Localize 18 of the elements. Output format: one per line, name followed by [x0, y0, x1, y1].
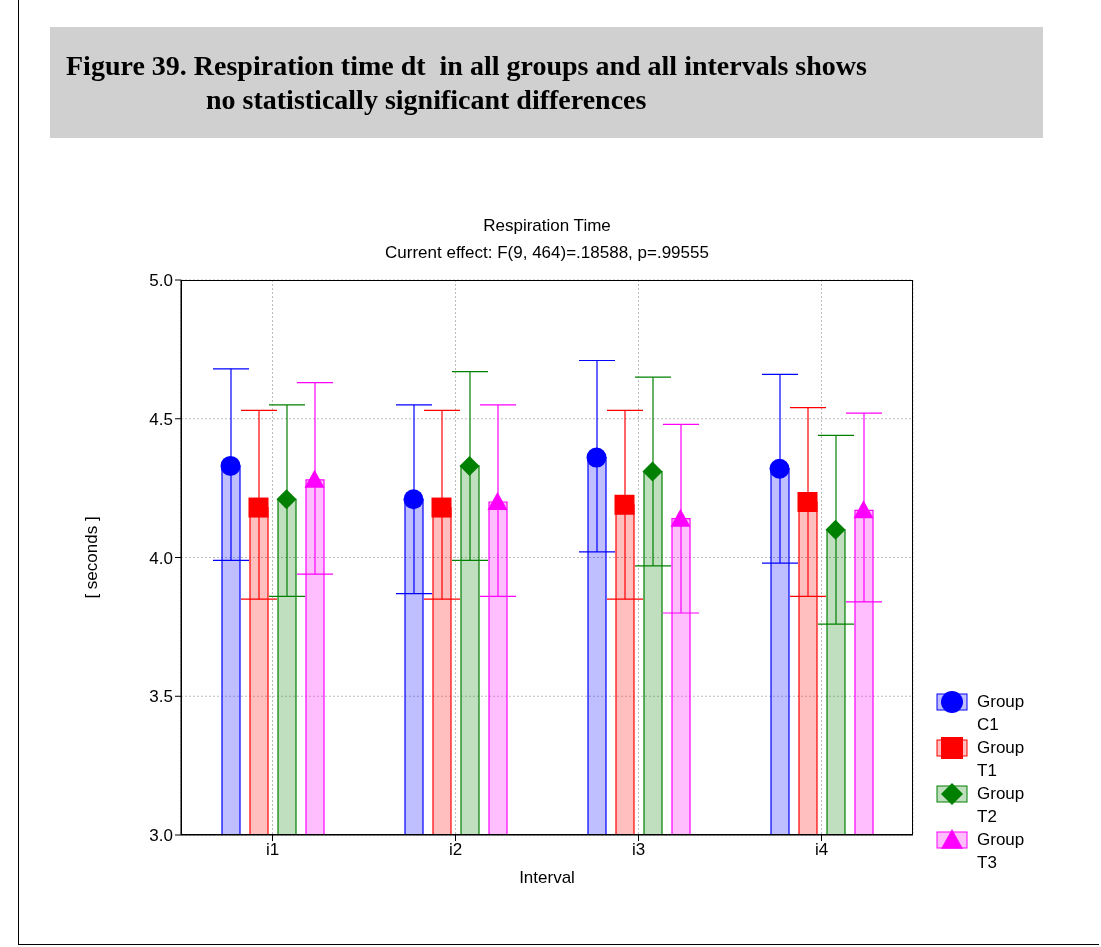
y-tick-label: 4.5 [149, 409, 173, 429]
y-tick-label: 5.0 [149, 271, 173, 291]
x-tick-label: i1 [265, 840, 280, 860]
chart-subtitle: Respiration Time [482, 215, 612, 237]
legend-label: Group C1 [977, 691, 1026, 736]
text: Current effect: F(9, 464)=.18588, p=.99555 [384, 242, 710, 264]
y-tick-label: 3.5 [149, 687, 173, 707]
chart-title: Figure 39. Respiration time dt in all groups and all intervals shows no statistically significant differences [66, 49, 868, 117]
y-tick-label: 4.0 [149, 548, 173, 568]
legend-label: Group T3 [977, 829, 1026, 874]
y-axis-title: [ seconds ] [82, 516, 102, 599]
x-tick-label: i4 [814, 840, 829, 860]
x-tick-label: i2 [448, 840, 463, 860]
legend-label: Group T1 [977, 737, 1026, 782]
x-tick-label: i3 [631, 840, 646, 860]
legend-label: Group T2 [977, 783, 1026, 828]
x-axis-title: Interval [519, 868, 575, 887]
y-tick-label: 3.0 [149, 826, 173, 846]
